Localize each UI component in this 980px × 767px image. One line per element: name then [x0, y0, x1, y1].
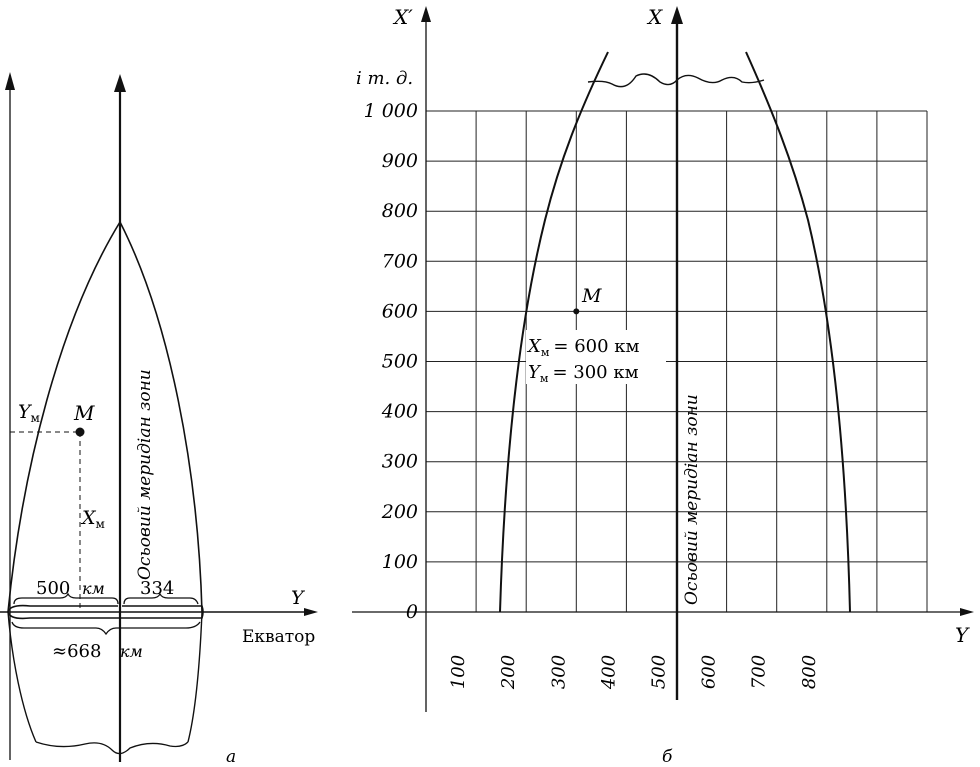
caption-a: а — [226, 747, 236, 767]
total-width-value: ≈668 — [52, 641, 101, 662]
x-tick-label: 600 — [699, 655, 720, 689]
etc-label: і т. д. — [356, 68, 413, 89]
point-m-label-a: M — [73, 401, 95, 425]
y-tick-label: 100 — [382, 551, 418, 573]
diagram-b: X′ X Y і т. д. 0 100 200 300 400 500 600 700 800… — [352, 5, 974, 767]
bottom-break-line — [35, 741, 189, 755]
meridian-label-a: Осьовий меридіан зони — [135, 369, 155, 580]
meridian-label-b: Осьовий меридіан зони — [682, 394, 702, 605]
x-tick-label: 300 — [548, 655, 569, 689]
axis-y-label-a: Y — [291, 587, 306, 609]
y-tick-labels: 0 100 200 300 400 500 600 700 800 900 1 000 — [364, 100, 418, 623]
y-tick-label: 0 — [406, 601, 418, 623]
y-tick-label: 600 — [382, 300, 418, 322]
x-tick-label: 400 — [598, 655, 619, 690]
x-tick-label: 800 — [799, 655, 820, 689]
coords-backdrop — [526, 330, 666, 384]
axial-meridian-arrow — [114, 74, 126, 92]
zone-boundary-left-b — [499, 51, 609, 613]
equator-label: Екватор — [242, 627, 315, 647]
point-m-label-b: M — [581, 285, 602, 307]
y-tick-label: 800 — [382, 200, 418, 222]
width-line-top — [7, 604, 118, 613]
ym-text-b: Yм = 300 км — [528, 362, 639, 385]
zone-boundary-lower-right — [187, 611, 203, 743]
left-axis-arrow — [5, 72, 15, 90]
brace-334 — [123, 592, 199, 605]
width-line-bottom — [7, 605, 204, 620]
y-tick-label: 500 — [382, 351, 418, 373]
brace-500 — [13, 592, 119, 605]
y-tick-label: 200 — [381, 501, 418, 523]
axis-y-label-b: Y — [955, 623, 970, 647]
zone-boundary-right-b — [745, 51, 851, 613]
xm-label-a: Xм — [80, 507, 105, 531]
x-tick-label: 700 — [749, 655, 770, 689]
diagram-a: Yм M Xм Y Екватор 500 км 334 ≈668 км Ось… — [0, 72, 318, 767]
axis-xprime-label: X′ — [392, 5, 413, 29]
x-axis-arrow — [671, 6, 683, 24]
total-width-unit: км — [120, 642, 143, 661]
ym-label-a: Yм — [18, 401, 40, 425]
x-tick-labels: 100 200 300 400 500 600 700 800 — [448, 655, 820, 690]
x-tick-label: 100 — [448, 655, 469, 689]
xprime-axis-arrow — [421, 6, 431, 22]
y-tick-label: 700 — [382, 250, 418, 272]
zone-boundary-right — [119, 221, 203, 613]
zone-boundary-lower-left — [7, 611, 37, 743]
x-tick-label: 500 — [649, 655, 670, 689]
y-axis-arrow — [960, 608, 974, 616]
y-tick-label: 900 — [382, 150, 418, 172]
x-tick-label: 200 — [498, 655, 519, 690]
point-m-a — [75, 427, 85, 437]
y-tick-label: 300 — [382, 451, 418, 473]
y-tick-label: 400 — [381, 401, 418, 423]
equator-arrow — [304, 608, 318, 616]
zone-boundary-left — [7, 221, 121, 613]
xm-text-b: Xм = 600 км — [526, 336, 640, 359]
caption-b: б — [662, 747, 673, 767]
width-left-unit: км — [82, 579, 105, 598]
y-tick-label: 1 000 — [364, 100, 418, 122]
top-break-line-b — [587, 73, 765, 88]
axis-x-label: X — [646, 5, 663, 29]
point-m-b — [573, 308, 580, 315]
brace-668 — [11, 621, 201, 636]
width-right-value: 334 — [140, 578, 174, 599]
width-left-value: 500 — [36, 578, 70, 599]
